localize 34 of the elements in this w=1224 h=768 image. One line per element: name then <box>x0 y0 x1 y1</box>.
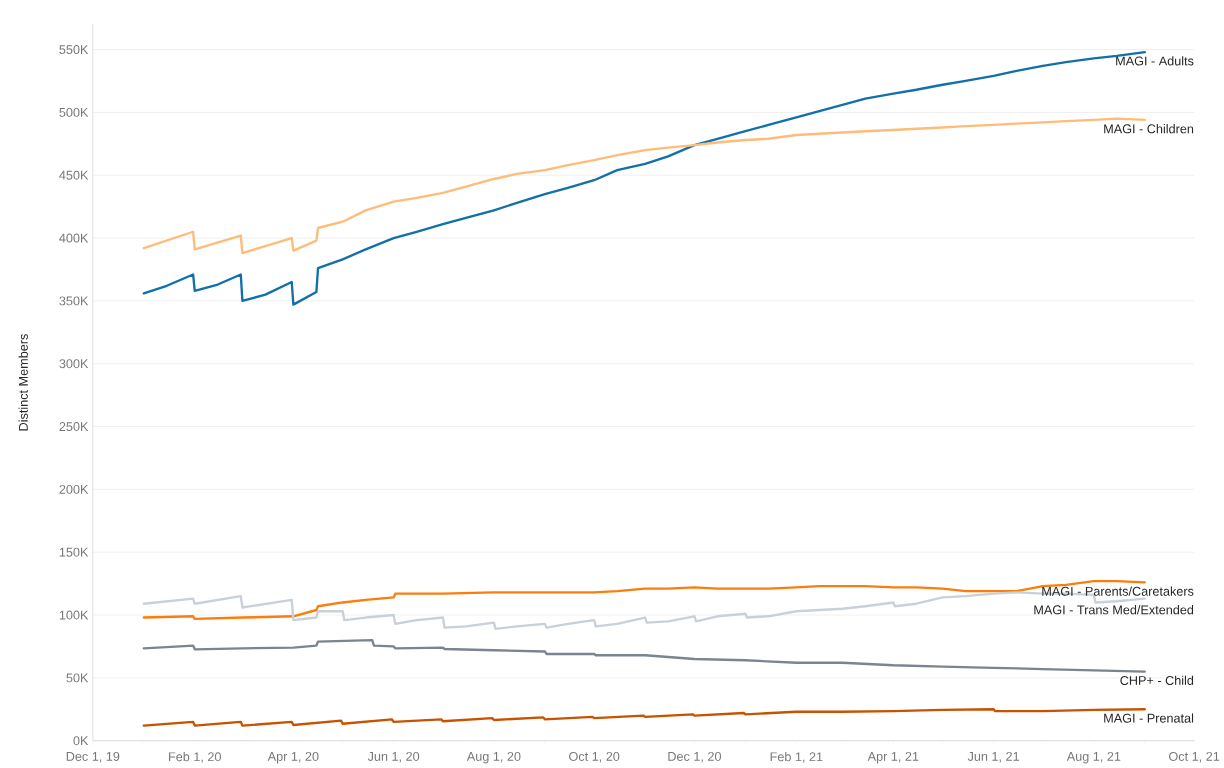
series-label: MAGI - Children <box>1104 124 1194 134</box>
x-tick-label: Dec 1, 20 <box>668 752 722 763</box>
x-tick-label: Jun 1, 20 <box>367 752 420 763</box>
y-tick-label: 550K <box>59 45 89 55</box>
y-tick-label: 100K <box>59 610 89 620</box>
x-tick-label: Apr 1, 20 <box>267 752 319 764</box>
y-tick-label: 250K <box>59 422 89 432</box>
series-label: MAGI - Trans Med/Extended <box>1034 605 1194 615</box>
y-tick-label: 300K <box>59 359 89 369</box>
x-tick-label: Aug 1, 21 <box>1066 752 1121 764</box>
y-tick-label: 450K <box>59 170 89 180</box>
line-series <box>142 708 1146 727</box>
line-series <box>142 51 1146 307</box>
series-label: MAGI - Parents/Caretakers <box>1042 586 1194 596</box>
series-label: MAGI - Adults <box>1116 56 1194 66</box>
line-series <box>142 117 1146 255</box>
series-label: CHP+ - Child <box>1120 675 1194 686</box>
y-axis-title: Distinct Members <box>18 334 28 431</box>
x-tick-label: Oct 1, 21 <box>1169 752 1220 763</box>
y-tick-label: 400K <box>59 233 89 243</box>
x-tick-label: Feb 1, 20 <box>169 752 221 763</box>
x-tick-label: Apr 1, 21 <box>867 752 919 764</box>
x-tick-label: Oct 1, 20 <box>569 752 620 763</box>
x-tick-label: Feb 1, 21 <box>770 752 823 763</box>
y-tick-label: 200K <box>59 485 89 495</box>
x-tick-label: Jun 1, 21 <box>967 752 1019 763</box>
series-label: MAGI - Prenatal <box>1104 713 1194 723</box>
y-tick-label: 50K <box>66 673 89 683</box>
x-tick-label: Dec 1, 19 <box>66 752 120 763</box>
y-tick-label: 0K <box>73 736 89 746</box>
x-tick-label: Aug 1, 20 <box>466 752 521 764</box>
y-tick-label: 500K <box>59 108 89 118</box>
y-tick-label: 350K <box>59 296 89 306</box>
y-tick-label: 150K <box>59 547 89 557</box>
